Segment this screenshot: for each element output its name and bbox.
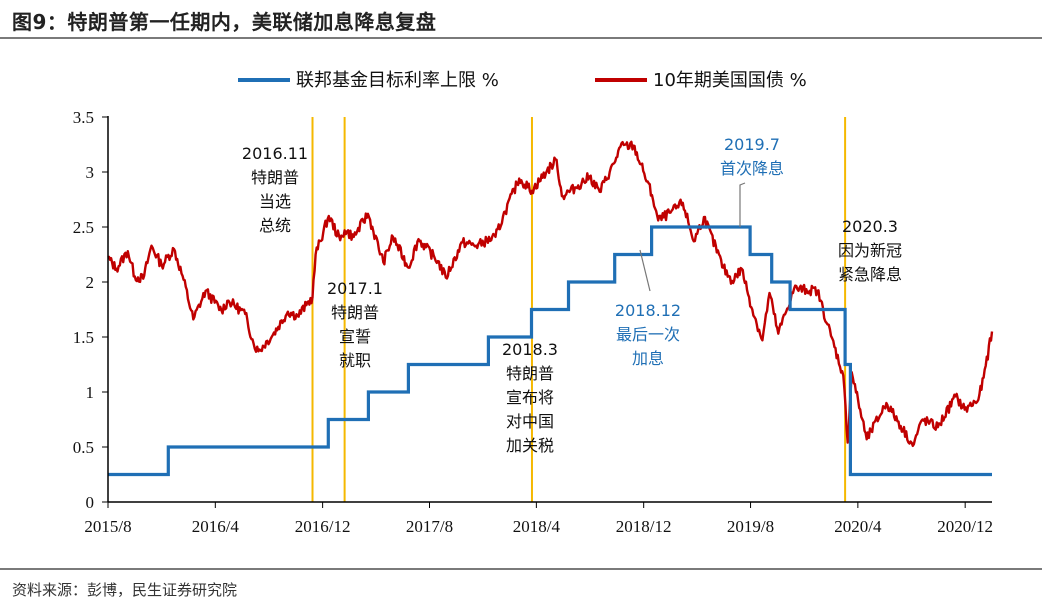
- x-tick-label: 2017/8: [406, 517, 453, 536]
- x-axis: 2015/8 2016/4 2016/12 2017/8 2018/4 2018/12 20…: [84, 502, 993, 536]
- y-tick-label: 0: [86, 493, 95, 512]
- annotation-line: 2018.12: [615, 301, 681, 320]
- legend-label-ffr: 联邦基金目标利率上限 %: [296, 70, 499, 91]
- annotation-line: 2016.11: [242, 144, 308, 163]
- series-line-ust10y: [107, 140, 994, 448]
- y-tick-label: 1: [86, 383, 95, 402]
- y-axis: 0 0.5 1 1.5 2 2.5 3 3.5: [73, 108, 108, 512]
- title-divider: [0, 37, 1042, 39]
- y-tick-label: 3: [86, 163, 95, 182]
- x-tick-label: 2016/4: [192, 517, 240, 536]
- series-line-ffr: [108, 225, 992, 477]
- annotation-line: 宣布将: [506, 388, 554, 407]
- annotation-line: 特朗普: [506, 364, 554, 383]
- annotation-line: 最后一次: [616, 325, 680, 344]
- annotation-line: 紧急降息: [838, 265, 902, 284]
- annotation-line: 就职: [339, 351, 371, 370]
- x-tick-label: 2019/8: [727, 517, 774, 536]
- annotation-line: 特朗普: [251, 168, 299, 187]
- annotation-line: 总统: [259, 216, 291, 235]
- figure-title: 图9：特朗普第一任期内，美联储加息降息复盘: [12, 10, 437, 34]
- annotations: 2016.11特朗普当选总统2017.1特朗普宣誓就职2018.3特朗普宣布将对…: [242, 135, 902, 455]
- axes: [107, 116, 992, 503]
- annotation-line: 因为新冠: [838, 241, 902, 260]
- source-note: 资料来源：彭博，民生证券研究院: [12, 581, 238, 599]
- annotation-line: 当选: [259, 192, 291, 211]
- y-tick-label: 2: [86, 273, 95, 292]
- x-tick-label: 2018/12: [616, 517, 672, 536]
- footer-divider: [0, 568, 1042, 570]
- annotation-line: 对中国: [506, 412, 554, 431]
- legend-label-ust10y: 10年期美国国债 %: [653, 70, 807, 91]
- annotation-line: 2018.3: [502, 340, 558, 359]
- x-tick-label: 2015/8: [84, 517, 131, 536]
- leader-2018-12: [639, 249, 651, 292]
- annotation-line: 2020.3: [842, 217, 898, 236]
- x-tick-label: 2020/12: [937, 517, 993, 536]
- x-tick-label: 2020/4: [834, 517, 882, 536]
- annotation-line: 2017.1: [327, 279, 383, 298]
- annotation-leaders: [639, 182, 746, 292]
- leader-2019-7: [739, 182, 746, 227]
- annotation-line: 2019.7: [724, 135, 780, 154]
- y-tick-label: 3.5: [73, 108, 94, 127]
- x-tick-label: 2018/4: [513, 517, 561, 536]
- x-tick-label: 2016/12: [295, 517, 351, 536]
- annotation-line: 加关税: [506, 436, 554, 455]
- y-tick-label: 0.5: [73, 438, 94, 457]
- annotation-line: 宣誓: [339, 327, 371, 346]
- rate-chart: 联邦基金目标利率上限 % 10年期美国国债 % 0 0.5 1 1.5 2 2.5 3 3.5…: [73, 70, 994, 536]
- annotation-line: 加息: [632, 349, 664, 368]
- annotation-line: 特朗普: [331, 303, 379, 322]
- annotation-line: 首次降息: [720, 159, 784, 178]
- legend: 联邦基金目标利率上限 % 10年期美国国债 %: [238, 70, 807, 91]
- y-tick-label: 2.5: [73, 218, 94, 237]
- y-tick-label: 1.5: [73, 328, 94, 347]
